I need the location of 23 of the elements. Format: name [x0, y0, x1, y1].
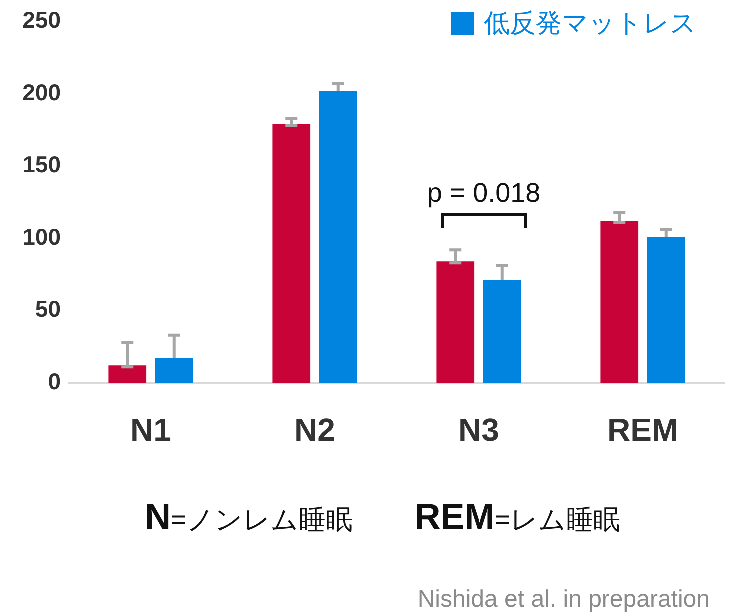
- bar: [155, 358, 194, 383]
- y-tick-label: 250: [22, 7, 61, 34]
- bar: [108, 366, 147, 383]
- annotation: p = 0.018: [427, 178, 541, 208]
- x-tick-label: N1: [130, 412, 172, 448]
- y-tick-label: 0: [48, 368, 61, 394]
- bar: [319, 91, 358, 383]
- text: Nishida et al. in preparation: [418, 586, 710, 614]
- bar: [436, 262, 475, 383]
- y-tick-label: 200: [22, 79, 61, 106]
- text: N=ノンレム睡眠: [145, 496, 353, 537]
- bar: [483, 280, 522, 383]
- legend-label: 低反発マットレス: [484, 8, 697, 38]
- text: REM=レム睡眠: [414, 496, 621, 537]
- bar: [272, 124, 311, 383]
- x-tick-label: REM: [607, 412, 679, 448]
- x-tick-label: N2: [294, 412, 336, 448]
- bar: [600, 221, 639, 383]
- y-tick-label: 50: [35, 296, 61, 322]
- bar: [647, 237, 686, 383]
- y-tick-label: 150: [22, 152, 61, 178]
- y-tick-label: 100: [22, 224, 61, 250]
- x-tick-label: N3: [458, 412, 500, 448]
